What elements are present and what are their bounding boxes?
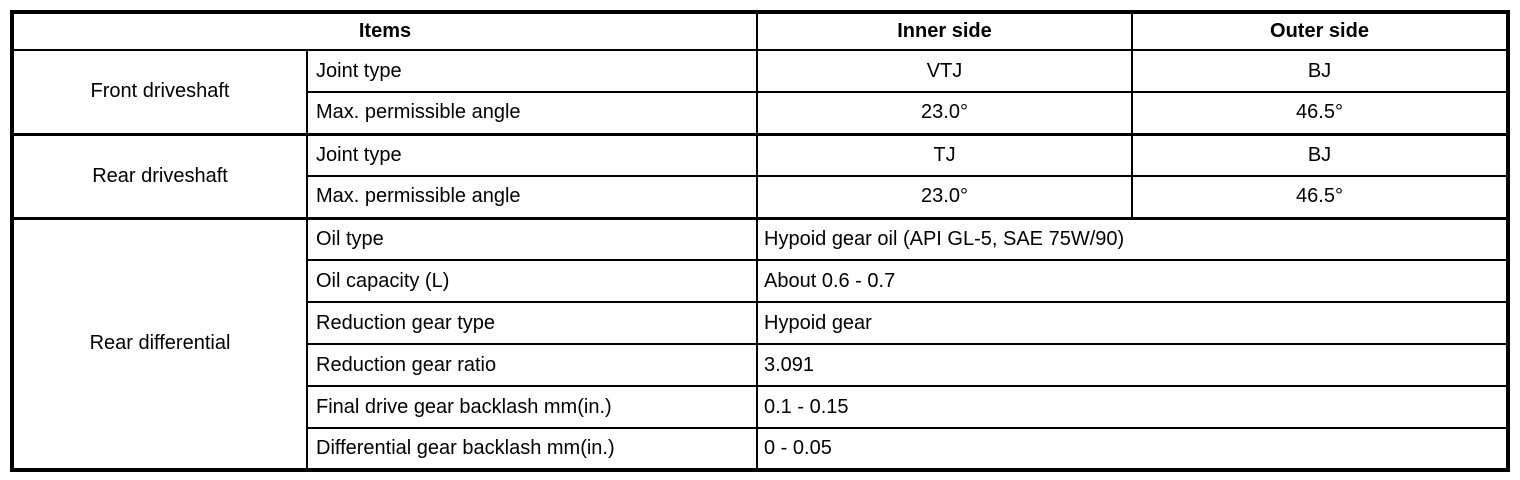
item-label-differential-gear-backlash: Differential gear backlash mm(in.)	[306, 427, 758, 471]
table-row: Max. permissible angle 23.0° 46.5°	[12, 175, 1509, 219]
value-reduction-gear-ratio: 3.091	[756, 343, 1509, 387]
value-oil-capacity: About 0.6 - 0.7	[756, 259, 1509, 303]
value-front-max-angle-outer: 46.5°	[1131, 91, 1509, 135]
header-items: Items	[11, 11, 758, 51]
value-differential-gear-backlash: 0 - 0.05	[756, 427, 1509, 471]
table-row: Reduction gear type Hypoid gear	[12, 301, 1509, 345]
item-label-final-drive-gear-backlash: Final drive gear backlash mm(in.)	[306, 385, 758, 429]
table-row: Oil capacity (L) About 0.6 - 0.7	[12, 259, 1509, 303]
item-label-reduction-gear-ratio: Reduction gear ratio	[306, 343, 758, 387]
group-label-rear-differential: Rear differential	[11, 216, 308, 471]
value-oil-type: Hypoid gear oil (API GL-5, SAE 75W/90)	[756, 216, 1509, 261]
table-row: Final drive gear backlash mm(in.) 0.1 - …	[12, 385, 1509, 429]
driveshaft-specifications-table: Items Inner side Outer side Front drives…	[10, 10, 1510, 472]
table-row: Differential gear backlash mm(in.) 0 - 0…	[12, 427, 1509, 471]
item-label-oil-type: Oil type	[306, 216, 758, 261]
item-label-oil-capacity: Oil capacity (L)	[306, 259, 758, 303]
group-label-front-driveshaft: Front driveshaft	[11, 49, 308, 135]
value-rear-joint-type-outer: BJ	[1131, 132, 1509, 177]
item-label-reduction-gear-type: Reduction gear type	[306, 301, 758, 345]
group-label-rear-driveshaft: Rear driveshaft	[11, 132, 308, 219]
table-row: Reduction gear ratio 3.091	[12, 343, 1509, 387]
table-row: Max. permissible angle 23.0° 46.5°	[12, 91, 1509, 135]
value-rear-max-angle-inner: 23.0°	[756, 175, 1133, 219]
value-reduction-gear-type: Hypoid gear	[756, 301, 1509, 345]
table-row: Rear differential Oil type Hypoid gear o…	[11, 216, 1509, 471]
value-final-drive-gear-backlash: 0.1 - 0.15	[756, 385, 1509, 429]
item-label-front-max-angle: Max. permissible angle	[306, 91, 758, 135]
value-front-joint-type-outer: BJ	[1131, 49, 1509, 93]
table-row: Rear driveshaft Joint type TJ BJ	[11, 132, 1509, 219]
item-label-rear-max-angle: Max. permissible angle	[306, 175, 758, 219]
header-inner-side: Inner side	[756, 11, 1133, 51]
value-front-max-angle-inner: 23.0°	[756, 91, 1133, 135]
table-header-row: Items Inner side Outer side	[11, 11, 1509, 51]
item-label-front-joint-type: Joint type	[306, 49, 758, 93]
value-front-joint-type-inner: VTJ	[756, 49, 1133, 93]
value-rear-max-angle-outer: 46.5°	[1131, 175, 1509, 219]
header-outer-side: Outer side	[1131, 11, 1509, 51]
item-label-rear-joint-type: Joint type	[306, 132, 758, 177]
value-rear-joint-type-inner: TJ	[756, 132, 1133, 177]
table-row: Front driveshaft Joint type VTJ BJ	[11, 49, 1509, 135]
